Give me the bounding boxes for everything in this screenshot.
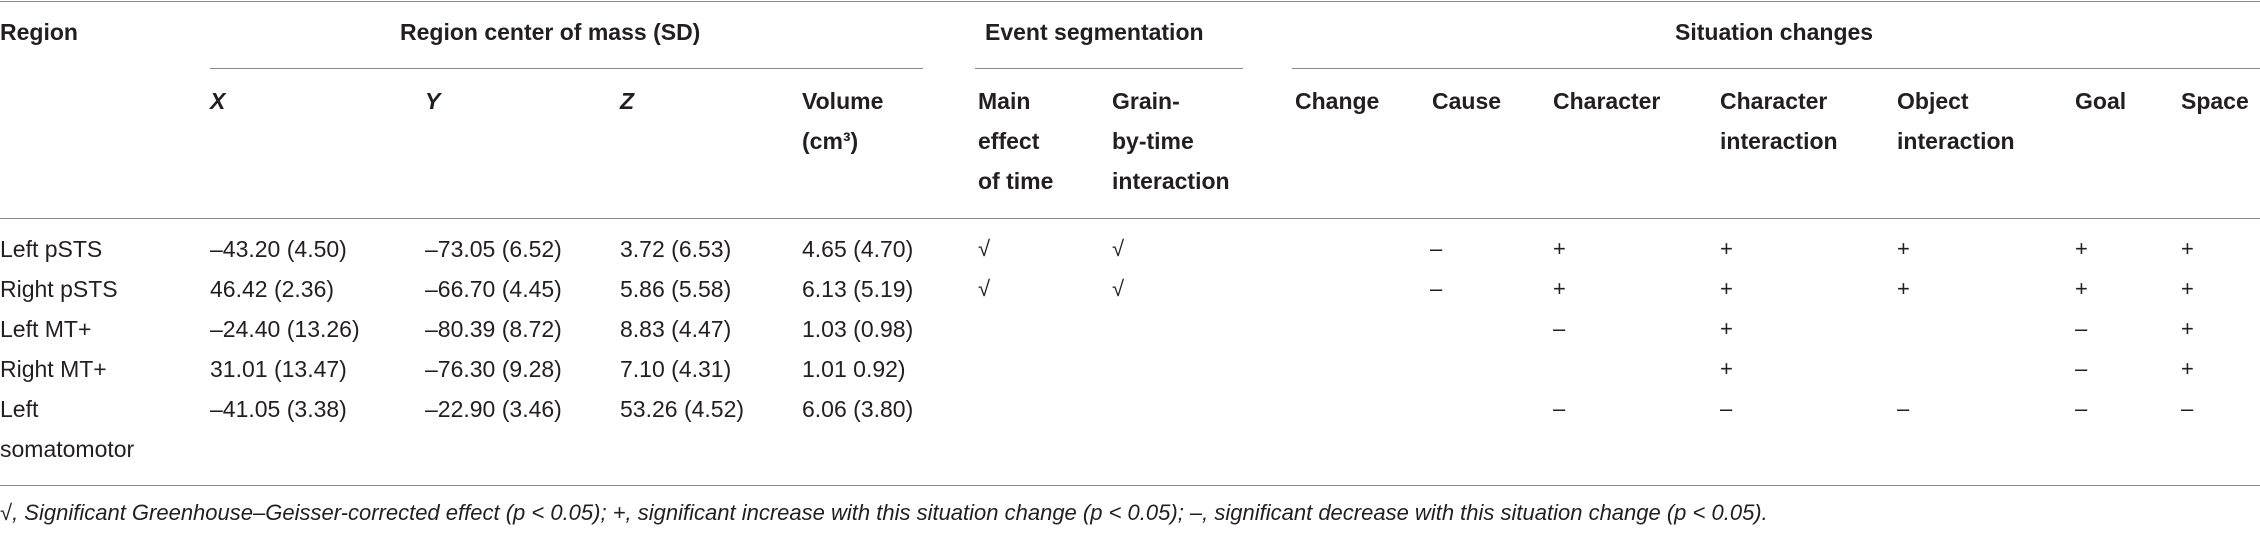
row-4-z: 53.26 (4.52) [620, 396, 745, 422]
header-z: Z [620, 88, 635, 114]
row-2-goal: – [2075, 316, 2088, 341]
row-0-z: 3.72 (6.53) [620, 236, 732, 262]
row-3-goal: – [2075, 356, 2088, 381]
row-4-region: Left somatomotor [0, 389, 134, 469]
row-4-region-line1: Left [0, 396, 39, 422]
row-1-region: Right pSTS [0, 276, 118, 302]
row-0-y: –73.05 (6.52) [425, 236, 562, 262]
header-x: X [210, 88, 226, 114]
row-0-grain: √ [1112, 236, 1125, 261]
row-1-x: 46.42 (2.36) [210, 276, 335, 302]
row-1-cause: – [1430, 276, 1443, 301]
header-grain-line1: Grain- [1112, 88, 1180, 114]
header-character: Character [1553, 88, 1661, 114]
row-3-char-interaction: + [1720, 356, 1733, 381]
row-1-character: + [1553, 276, 1566, 301]
header-main-effect: Main effect of time [978, 81, 1053, 201]
table-footnote: √, Significant Greenhouse–Geisser-correc… [0, 500, 1768, 525]
row-1-main-effect: √ [978, 276, 991, 301]
row-2-y: –80.39 (8.72) [425, 316, 562, 342]
header-y: Y [425, 88, 441, 114]
header-object-interaction: Object interaction [1897, 81, 2015, 161]
row-2-z: 8.83 (4.47) [620, 316, 732, 342]
header-grain-line3: interaction [1112, 168, 1230, 194]
header-bottom-rule [0, 218, 2260, 219]
row-1-object-interaction: + [1897, 276, 1910, 301]
header-region: Region [0, 19, 78, 45]
header-object-interaction-line1: Object [1897, 88, 1969, 114]
row-2-char-interaction: + [1720, 316, 1733, 341]
row-0-char-interaction: + [1720, 236, 1733, 261]
row-1-space: + [2181, 276, 2194, 301]
row-1-grain: √ [1112, 276, 1125, 301]
row-4-volume: 6.06 (3.80) [802, 396, 914, 422]
header-space: Space [2181, 88, 2249, 114]
row-0-volume: 4.65 (4.70) [802, 236, 914, 262]
header-center-of-mass: Region center of mass (SD) [400, 19, 701, 45]
header-character-interaction: Character interaction [1720, 81, 1838, 161]
header-grain-by-time: Grain- by-time interaction [1112, 81, 1230, 201]
event-segmentation-underline [975, 68, 1243, 69]
row-2-space: + [2181, 316, 2194, 341]
row-1-y: –66.70 (4.45) [425, 276, 562, 302]
row-0-character: + [1553, 236, 1566, 261]
row-0-region: Left pSTS [0, 236, 103, 262]
row-4-y: –22.90 (3.46) [425, 396, 562, 422]
table-bottom-rule [0, 485, 2260, 486]
row-3-x: 31.01 (13.47) [210, 356, 347, 382]
row-4-region-line2: somatomotor [0, 436, 135, 462]
header-situation-changes: Situation changes [1675, 19, 1874, 45]
row-4-char-interaction: – [1720, 396, 1733, 421]
row-4-space: – [2181, 396, 2194, 421]
row-2-volume: 1.03 (0.98) [802, 316, 914, 342]
header-main-effect-line1: Main [978, 88, 1031, 114]
row-4-character: – [1553, 396, 1566, 421]
row-1-goal: + [2075, 276, 2088, 301]
row-0-object-interaction: + [1897, 236, 1910, 261]
header-volume-line1: Volume [802, 88, 884, 114]
header-goal: Goal [2075, 88, 2127, 114]
row-3-z: 7.10 (4.31) [620, 356, 732, 382]
center-of-mass-underline [210, 68, 923, 69]
row-1-volume: 6.13 (5.19) [802, 276, 914, 302]
header-object-interaction-line2: interaction [1897, 128, 2015, 154]
row-0-goal: + [2075, 236, 2088, 261]
row-0-x: –43.20 (4.50) [210, 236, 347, 262]
row-4-x: –41.05 (3.38) [210, 396, 347, 422]
row-4-object-interaction: – [1897, 396, 1910, 421]
row-2-region: Left MT+ [0, 316, 92, 342]
row-0-main-effect: √ [978, 236, 991, 261]
header-char-interaction-line2: interaction [1720, 128, 1838, 154]
row-3-volume: 1.01 0.92) [802, 356, 906, 382]
row-0-cause: – [1430, 236, 1443, 261]
row-1-char-interaction: + [1720, 276, 1733, 301]
row-0-space: + [2181, 236, 2194, 261]
row-2-x: –24.40 (13.26) [210, 316, 360, 342]
row-3-y: –76.30 (9.28) [425, 356, 562, 382]
header-volume: Volume (cm³) [802, 81, 883, 161]
header-main-effect-line2: effect [978, 128, 1040, 154]
row-4-goal: – [2075, 396, 2088, 421]
row-3-region: Right MT+ [0, 356, 107, 382]
table-top-rule [0, 1, 2260, 2]
header-main-effect-line3: of time [978, 168, 1054, 194]
header-event-segmentation: Event segmentation [985, 19, 1204, 45]
header-change: Change [1295, 88, 1380, 114]
row-1-z: 5.86 (5.58) [620, 276, 732, 302]
row-2-character: – [1553, 316, 1566, 341]
row-3-space: + [2181, 356, 2194, 381]
situation-changes-underline [1292, 68, 2260, 69]
header-char-interaction-line1: Character [1720, 88, 1828, 114]
header-grain-line2: by-time [1112, 128, 1194, 154]
header-volume-line2: (cm³) [802, 128, 859, 154]
header-cause: Cause [1432, 88, 1502, 114]
